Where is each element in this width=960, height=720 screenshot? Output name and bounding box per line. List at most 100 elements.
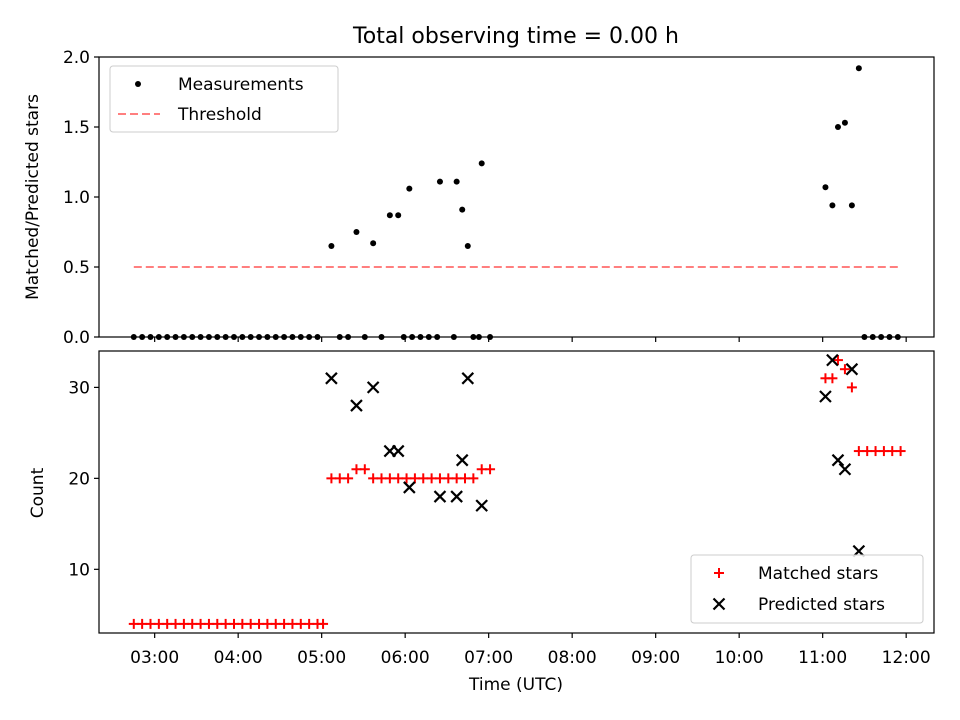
x-tick-label: 05:00: [297, 648, 346, 668]
measurement-point: [406, 185, 413, 192]
measurement-point: [459, 206, 466, 213]
legend-predicted-label: Predicted stars: [758, 595, 885, 615]
matched-star-point: [343, 473, 354, 484]
top-plot-area: 0.0 0.5 1.0 1.5 2.0 Measurements Threshold: [63, 48, 935, 348]
matched-star-point: [418, 473, 429, 484]
measurement-point: [478, 160, 485, 167]
matched-star-point: [137, 618, 148, 629]
top-y-tick-label: 0.0: [63, 328, 90, 348]
matched-star-point: [270, 618, 281, 629]
matched-star-point: [887, 446, 898, 457]
measurement-point: [886, 334, 893, 340]
matched-star-point: [485, 464, 496, 475]
top-y-tick-label: 0.5: [63, 258, 90, 278]
matched-star-point: [326, 473, 337, 484]
matched-star-point: [162, 618, 173, 629]
matched-star-point: [318, 618, 329, 629]
measurement-point: [172, 334, 179, 340]
measurement-point: [345, 334, 352, 340]
matched-star-point: [228, 618, 239, 629]
measurement-point: [834, 124, 841, 130]
measurement-point: [829, 202, 836, 209]
matched-star-point: [426, 473, 437, 484]
predicted-star-point: [455, 453, 469, 467]
matched-star-point: [295, 618, 306, 629]
measurement-point: [464, 243, 471, 249]
top-y-axis-label: Matched/Predicted stars: [23, 94, 43, 300]
bottom-legend-box: [690, 554, 924, 624]
predicted-star-point: [838, 462, 852, 476]
measurement-point: [400, 334, 407, 340]
top-y-tick-label: 2.0: [63, 48, 90, 68]
measurement-point: [306, 334, 313, 340]
measurement-point: [417, 334, 424, 340]
matched-star-point: [212, 618, 223, 629]
measurement-point: [450, 334, 457, 340]
predicted-star-point: [325, 372, 338, 385]
predicted-star-point: [350, 399, 363, 412]
measurement-point: [264, 334, 271, 340]
matched-star-point: [203, 618, 214, 629]
matched-star-point: [351, 464, 362, 475]
bottom-legend: Matched stars Predicted stars: [690, 554, 924, 624]
measurement-point: [189, 334, 196, 340]
measurement-point: [239, 334, 246, 340]
bottom-y-tick-label: 30: [68, 378, 90, 398]
measurement-point: [281, 334, 288, 340]
measurement-point: [180, 334, 187, 340]
top-chart-title: Total observing time = 0.00 h: [352, 24, 679, 49]
bottom-plot-area: 10 20 30 03:00 04:00 05:00 06:00 07:00 08:00 09:0…: [68, 350, 935, 668]
matched-star-point: [220, 618, 231, 629]
measurement-point: [197, 334, 204, 340]
legend-threshold-label: Threshold: [177, 105, 262, 125]
matched-star-point: [384, 473, 395, 484]
measurement-point: [230, 334, 237, 340]
measurement-point: [214, 334, 221, 340]
measurement-point: [205, 334, 212, 340]
x-tick-label: 08:00: [548, 648, 597, 668]
matched-star-point: [862, 446, 873, 457]
measurement-point: [222, 334, 229, 340]
measurement-point: [378, 334, 385, 340]
matched-star-point: [839, 364, 850, 375]
predicted-star-point: [450, 490, 463, 503]
predicted-star-point: [366, 381, 380, 394]
matched-star-point: [434, 473, 445, 484]
measurement-point: [147, 334, 154, 340]
measurement-point: [425, 334, 432, 340]
matched-star-point: [895, 446, 906, 457]
x-tick-label: 09:00: [631, 648, 680, 668]
predicted-star-point: [826, 353, 839, 367]
predicted-star-point: [461, 372, 475, 385]
matched-star-point: [870, 446, 881, 457]
matched-star-point: [451, 473, 462, 484]
measurement-point: [155, 334, 162, 340]
legend-matched-label: Matched stars: [758, 564, 878, 584]
matched-star-point: [827, 373, 838, 384]
measurement-point: [256, 334, 263, 340]
measurement-point: [139, 334, 146, 340]
measurement-point: [336, 334, 343, 340]
top-y-tick-label: 1.5: [63, 118, 90, 138]
matched-star-point: [145, 618, 156, 629]
x-tick-label: 03:00: [130, 648, 179, 668]
predicted-star-point: [403, 481, 416, 494]
measurement-point: [272, 334, 279, 340]
measurement-point: [328, 243, 335, 249]
x-tick-label: 06:00: [381, 648, 430, 668]
measurement-point: [409, 334, 416, 340]
matched-star-point: [832, 355, 843, 366]
measurement-point: [297, 334, 304, 340]
measurement-point: [247, 334, 254, 340]
measurement-point: [878, 334, 885, 340]
measurement-point: [855, 65, 862, 72]
legend-measurements-marker: [135, 81, 141, 87]
x-tick-label: 04:00: [214, 648, 263, 668]
matched-star-point: [476, 464, 487, 475]
measurement-point: [487, 334, 494, 340]
matched-star-point: [304, 618, 315, 629]
bottom-y-tick-label: 20: [68, 469, 90, 489]
measurement-point: [434, 334, 441, 340]
measurement-point: [475, 334, 482, 340]
